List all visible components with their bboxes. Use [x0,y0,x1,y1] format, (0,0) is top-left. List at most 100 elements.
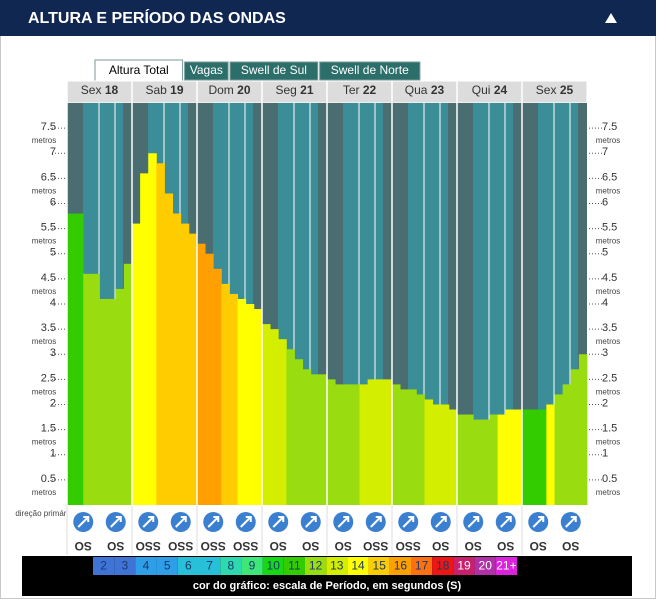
bar [465,414,474,505]
direction-arrow [77,516,90,528]
direction-text: SSO [396,539,421,553]
unit-label-right: metros [596,488,620,497]
day-num: 21 [300,83,314,97]
title: ALTURA E PERÍODO DAS ONDAS [28,8,286,27]
bar [156,163,165,506]
direction-text: SO [432,539,449,553]
direction-arrow [467,516,480,528]
bar [107,298,117,505]
scale-label: 16 [394,559,408,573]
direction-text: SO [270,539,287,553]
bar [188,233,198,505]
y-tick-label-right: 4 [602,297,608,309]
direction-arrow [337,516,350,528]
bar [83,273,92,505]
day-num: 19 [170,83,184,97]
bar [408,389,417,505]
bar [75,213,84,506]
bar [294,359,304,505]
y-tick-label-right: 2 [602,397,608,409]
y-tick-label: 7 [50,146,56,158]
collapse-toggle[interactable] [605,13,617,23]
day-name: Seg [275,83,296,97]
bar [245,304,255,505]
scale-label: 2 [100,559,107,573]
bar [67,213,76,506]
direction-arrow [272,516,285,528]
direction-arrow [142,516,155,528]
day-name: Sex [81,83,102,97]
scale-swatch [347,557,369,575]
bar [229,293,239,505]
bar [481,419,490,505]
scale-label: 21+ [496,559,516,573]
day-name: Ter [343,83,360,97]
day-num: 20 [237,83,251,97]
bar [578,354,588,505]
scale-swatch [411,557,433,575]
scale-swatch [453,557,475,575]
bar [205,253,214,505]
bar [351,384,360,505]
y-tick-label-right: 4.5 [602,272,617,284]
direction-arrow [402,516,415,528]
scale-label: 20 [479,559,493,573]
day-label: Sex 25 [536,83,574,97]
tab-label: Altura Total [109,63,169,77]
scale-swatch [114,557,136,575]
unit-label-right: metros [596,237,620,246]
bar [123,263,133,505]
bar [554,394,564,505]
bar [262,324,271,505]
scale-label: 7 [206,559,213,573]
bar [140,173,149,505]
y-tick-label-right: 7 [602,146,608,158]
direction-arrow [305,516,317,528]
scale-swatch [495,557,517,575]
y-tick-label: 2 [50,397,56,409]
direction-arrow [175,516,187,528]
y-tick-label: 1 [50,448,56,460]
scale-swatch [199,557,221,575]
direction-text: SO [302,539,319,553]
y-tick-label: 5 [50,247,56,259]
day-num: 22 [363,83,377,97]
bar [335,384,344,505]
day-num: 24 [494,83,508,97]
direction-text: SO [530,539,547,553]
unit-label: metros [32,136,56,145]
y-tick-label-right: 0.5 [602,473,617,485]
tab[interactable] [229,61,319,81]
direction-text: SO [497,539,514,553]
bar [383,379,393,505]
scale-label: 5 [164,559,171,573]
bar [530,409,539,505]
y-tick-label: 4.5 [41,272,56,284]
bar [148,153,157,505]
bar [164,193,174,505]
bar [99,298,109,505]
bar [416,394,425,505]
direction-arrow [110,516,122,528]
scale-label: 18 [436,559,450,573]
bar [448,409,458,505]
tab[interactable] [319,61,421,81]
bar [440,404,450,505]
tab-label: Swell de Sul [241,63,307,77]
scale-label: 13 [330,559,344,573]
direction-arrow [207,516,220,528]
day-label: Qua 23 [405,83,445,97]
y-tick-label: 1.5 [41,423,56,435]
unit-label: metros [32,186,56,195]
bar [91,273,100,505]
y-tick-label-right: 6.5 [602,171,617,183]
scale-swatch [93,557,115,575]
y-tick-label-right: 7.5 [602,121,617,133]
scale-label: 19 [457,559,471,573]
direction-label: direção primária [15,509,73,518]
scale-label: 11 [288,559,301,573]
bar [473,419,482,505]
tab[interactable] [184,61,229,81]
day-name: Sex [536,83,557,97]
direction-text: SSO [233,539,258,553]
